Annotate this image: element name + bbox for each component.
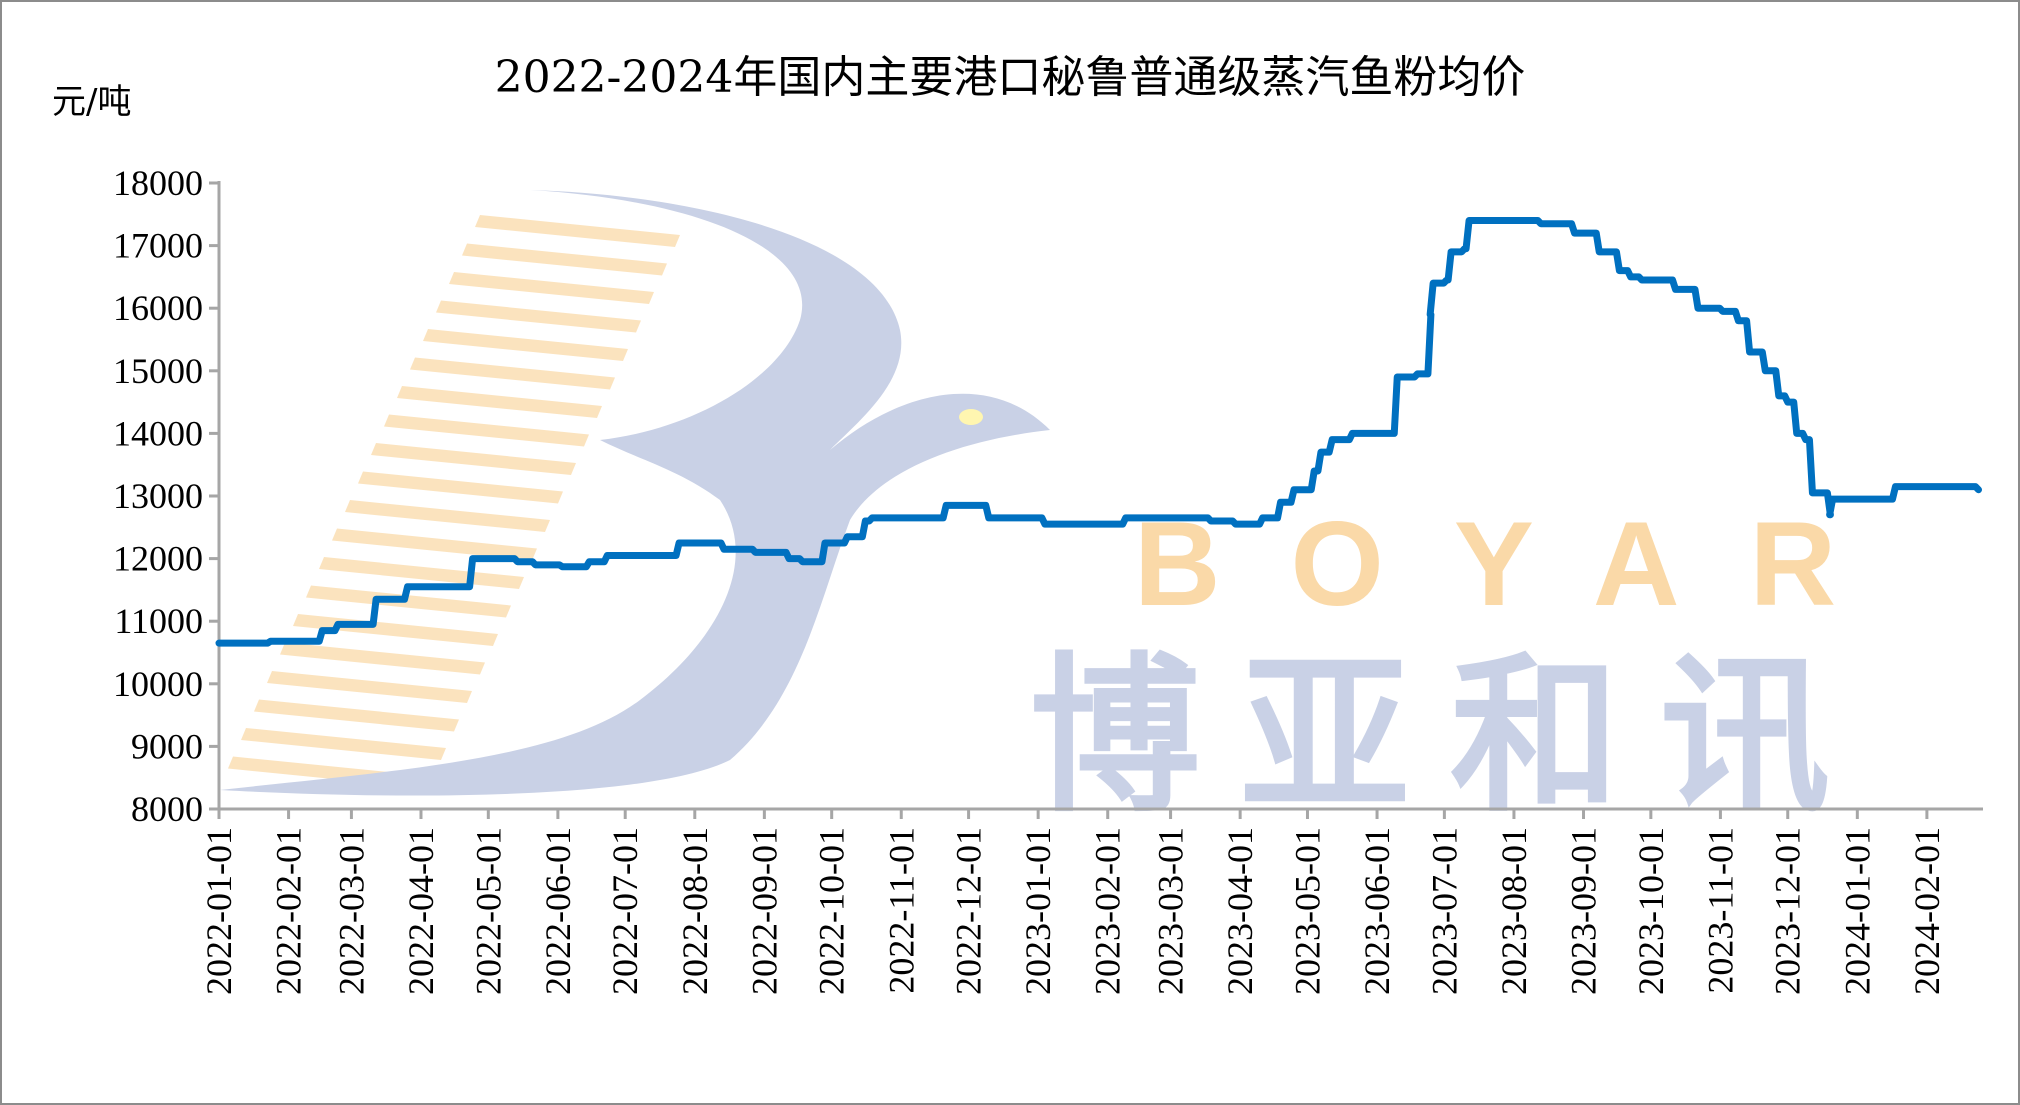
watermark-stripe [267, 671, 472, 703]
x-tick-label: 2023-08-01 [1494, 827, 1534, 995]
x-axis: 2022-01-01 2022-02-01 2022-03-01 2022-04-01… [199, 807, 1983, 995]
x-tick-label: 2023-01-01 [1018, 827, 1058, 995]
watermark-stripe [345, 500, 550, 532]
watermark-boyar-cn: 博亚和讯 [1030, 638, 1870, 836]
watermark-boyar: BOYAR [1134, 497, 1906, 631]
x-tick-label: 2023-07-01 [1424, 827, 1464, 995]
x-tick-label: 2023-11-01 [1700, 827, 1740, 994]
x-tick-label: 2022-06-01 [538, 827, 578, 995]
y-tick-label: 16000 [113, 288, 203, 328]
x-tick-label: 2022-12-01 [949, 827, 989, 995]
y-axis: 8000 9000 10000 11000 12000 13000 14000 15000 16… [113, 163, 221, 829]
y-tick-label: 11000 [114, 601, 203, 641]
watermark-logo: BOYAR 博亚和讯 [220, 190, 1906, 836]
watermark-bird-eye [959, 409, 983, 425]
x-tick-label: 2022-07-01 [605, 827, 645, 995]
x-tick-label: 2023-09-01 [1564, 827, 1604, 995]
y-tick-label: 13000 [113, 476, 203, 516]
x-tick-label: 2023-02-01 [1088, 827, 1128, 995]
x-tick-label: 2022-03-01 [331, 827, 371, 995]
watermark-stripe [358, 471, 563, 504]
x-tick-label: 2022-01-01 [199, 827, 239, 995]
y-tick-label: 18000 [113, 163, 203, 203]
watermark-stripe [241, 728, 446, 760]
watermark-stripe [371, 443, 576, 475]
watermark-stripes [228, 215, 680, 789]
watermark-stripe [254, 699, 459, 732]
watermark-stripe [475, 215, 680, 247]
watermark-stripe [384, 414, 589, 447]
watermark-bird [220, 190, 1050, 796]
x-tick-label: 2023-04-01 [1220, 827, 1260, 995]
watermark-stripe [280, 642, 485, 675]
x-tick-label: 2022-10-01 [812, 827, 852, 995]
x-tick-label: 2022-02-01 [269, 827, 309, 995]
watermark-stripe [397, 386, 602, 418]
x-tick-label: 2023-05-01 [1287, 827, 1327, 995]
y-tick-label: 15000 [113, 351, 203, 391]
watermark-stripe [436, 300, 641, 333]
watermark-stripe [410, 357, 615, 390]
y-tick-label: 12000 [113, 539, 203, 579]
y-tick-label: 14000 [113, 413, 203, 453]
x-tick-label: 2024-01-01 [1837, 827, 1877, 995]
x-tick-label: 2022-08-01 [675, 827, 715, 995]
x-tick-label: 2022-11-01 [881, 827, 921, 994]
y-tick-label: 17000 [113, 226, 203, 266]
chart-title: 2022-2024年国内主要港口秘鲁普通级蒸汽鱼粉均价 [495, 52, 1526, 103]
watermark-stripe [449, 272, 654, 304]
x-tick-label: 2023-03-01 [1151, 827, 1191, 995]
y-axis-unit: 元/吨 [52, 82, 131, 122]
watermark-stripe [462, 243, 667, 276]
watermark-stripe [423, 329, 628, 361]
watermark-stripe [306, 585, 511, 618]
y-tick-label: 10000 [113, 664, 203, 704]
y-tick-label: 9000 [131, 726, 203, 766]
x-tick-label: 2022-09-01 [744, 827, 784, 995]
watermark-stripe [332, 528, 537, 561]
x-tick-label: 2023-10-01 [1631, 827, 1671, 995]
x-tick-label: 2022-04-01 [401, 827, 441, 995]
x-tick-label: 2024-02-01 [1907, 827, 1947, 995]
x-tick-label: 2022-05-01 [468, 827, 508, 995]
series-line [215, 217, 1983, 647]
x-tick-label: 2023-12-01 [1768, 827, 1808, 995]
x-tick-label: 2023-06-01 [1357, 827, 1397, 995]
y-tick-label: 8000 [131, 789, 203, 829]
